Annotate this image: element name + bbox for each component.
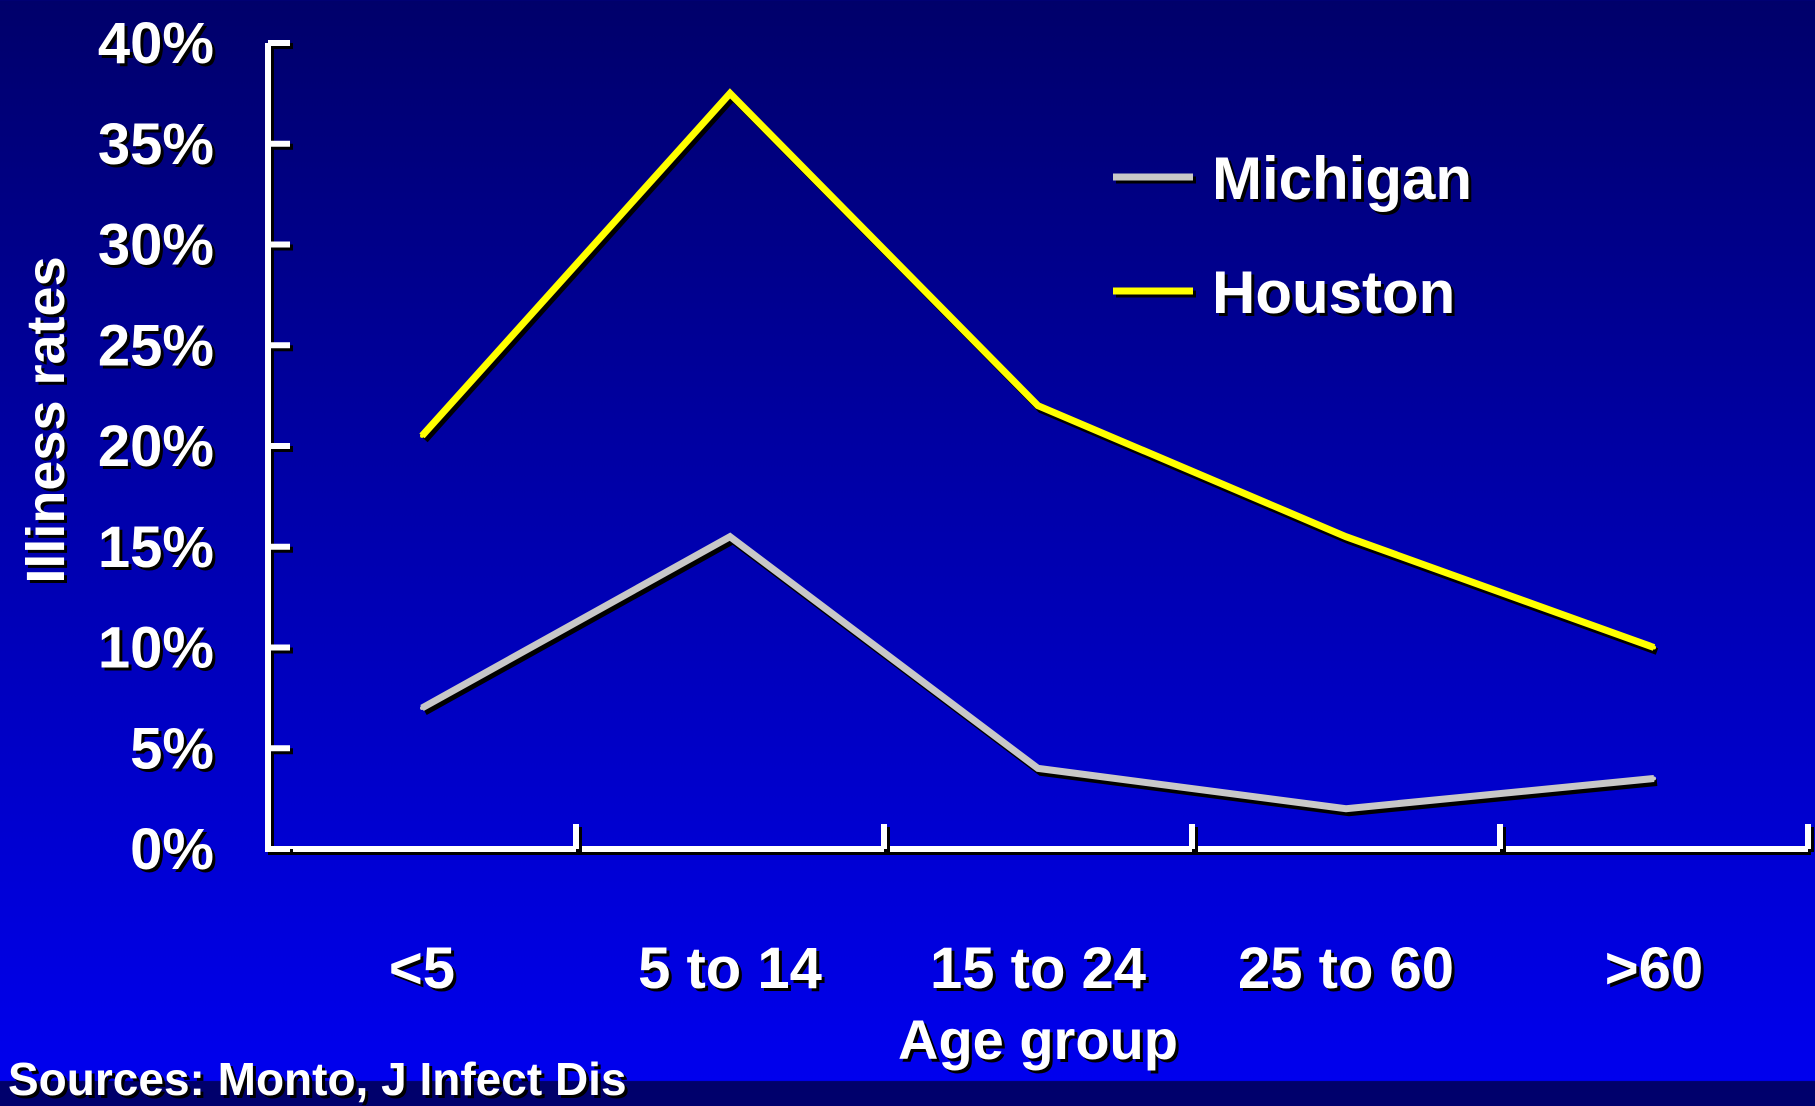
x-tick-label-shadow: >60 [1608,939,1706,1004]
legend-label-shadow: Houston [1215,262,1458,329]
data-point [1652,645,1656,650]
y-tick-label-shadow: 25% [101,316,217,381]
x-tick-label: >60 [1605,936,1703,1001]
data-point [420,705,424,710]
chart-axes [265,43,1811,855]
axis-lines-shadow [268,46,1811,855]
y-tick-label: 35% [98,112,214,177]
source-footnote: Sources: Monto, J Infect Dis [8,1053,627,1105]
data-point [1652,776,1656,781]
axis-lines [265,43,1808,852]
y-tick-label-shadow: 20% [101,417,217,482]
y-tick-label-shadow: 40% [101,14,217,79]
x-axis-title: Age group [898,1008,1178,1071]
y-tick-label-shadow: 15% [101,518,217,583]
x-tick-label: <5 [389,936,455,1001]
y-tick-label: 20% [98,414,214,479]
y-tick-label: 5% [130,716,214,781]
y-tick-label-shadow: 5% [133,719,217,784]
x-tick-label: 15 to 24 [930,936,1146,1001]
x-tick-label: 5 to 14 [638,936,822,1001]
y-tick-label: 0% [130,817,214,882]
y-axis-title: Illiness rates [16,256,76,583]
chart-series [419,88,1659,817]
line-chart: 0%0%5%5%10%10%15%15%20%20%25%25%30%30%35… [16,11,1814,1074]
y-tick-label-shadow: 35% [101,115,217,180]
y-tick-label: 10% [98,616,214,681]
x-axis-title-shadow: Age group [901,1011,1181,1074]
legend-label-shadow: Michigan [1215,148,1475,215]
x-tick-label-shadow: 5 to 14 [641,939,825,1004]
data-point [728,534,732,539]
legend-label: Houston [1212,259,1455,326]
x-tick-label: 25 to 60 [1238,936,1454,1001]
y-tick-label-shadow: 10% [101,619,217,684]
x-tick-label-shadow: <5 [392,939,458,1004]
legend-label: Michigan [1212,145,1472,212]
y-tick-label: 40% [98,11,214,76]
data-point [1036,766,1040,771]
y-tick-label: 15% [98,515,214,580]
y-axis-title-shadow: Illiness rates [19,259,79,586]
data-point [1036,403,1040,408]
y-tick-label-shadow: 30% [101,216,217,281]
data-point [1344,806,1348,811]
y-tick-label: 25% [98,313,214,378]
x-tick-label-shadow: 15 to 24 [933,939,1149,1004]
x-tick-label-shadow: 25 to 60 [1241,939,1457,1004]
series-line-shadow [423,536,1658,817]
data-point [1344,534,1348,539]
y-tick-label: 30% [98,213,214,278]
data-point [420,433,424,438]
y-tick-label-shadow: 0% [133,820,217,885]
y-axis-ticks: 0%0%5%5%10%10%15%15%20%20%25%25%30%30%35… [98,11,293,885]
data-point [728,91,732,96]
